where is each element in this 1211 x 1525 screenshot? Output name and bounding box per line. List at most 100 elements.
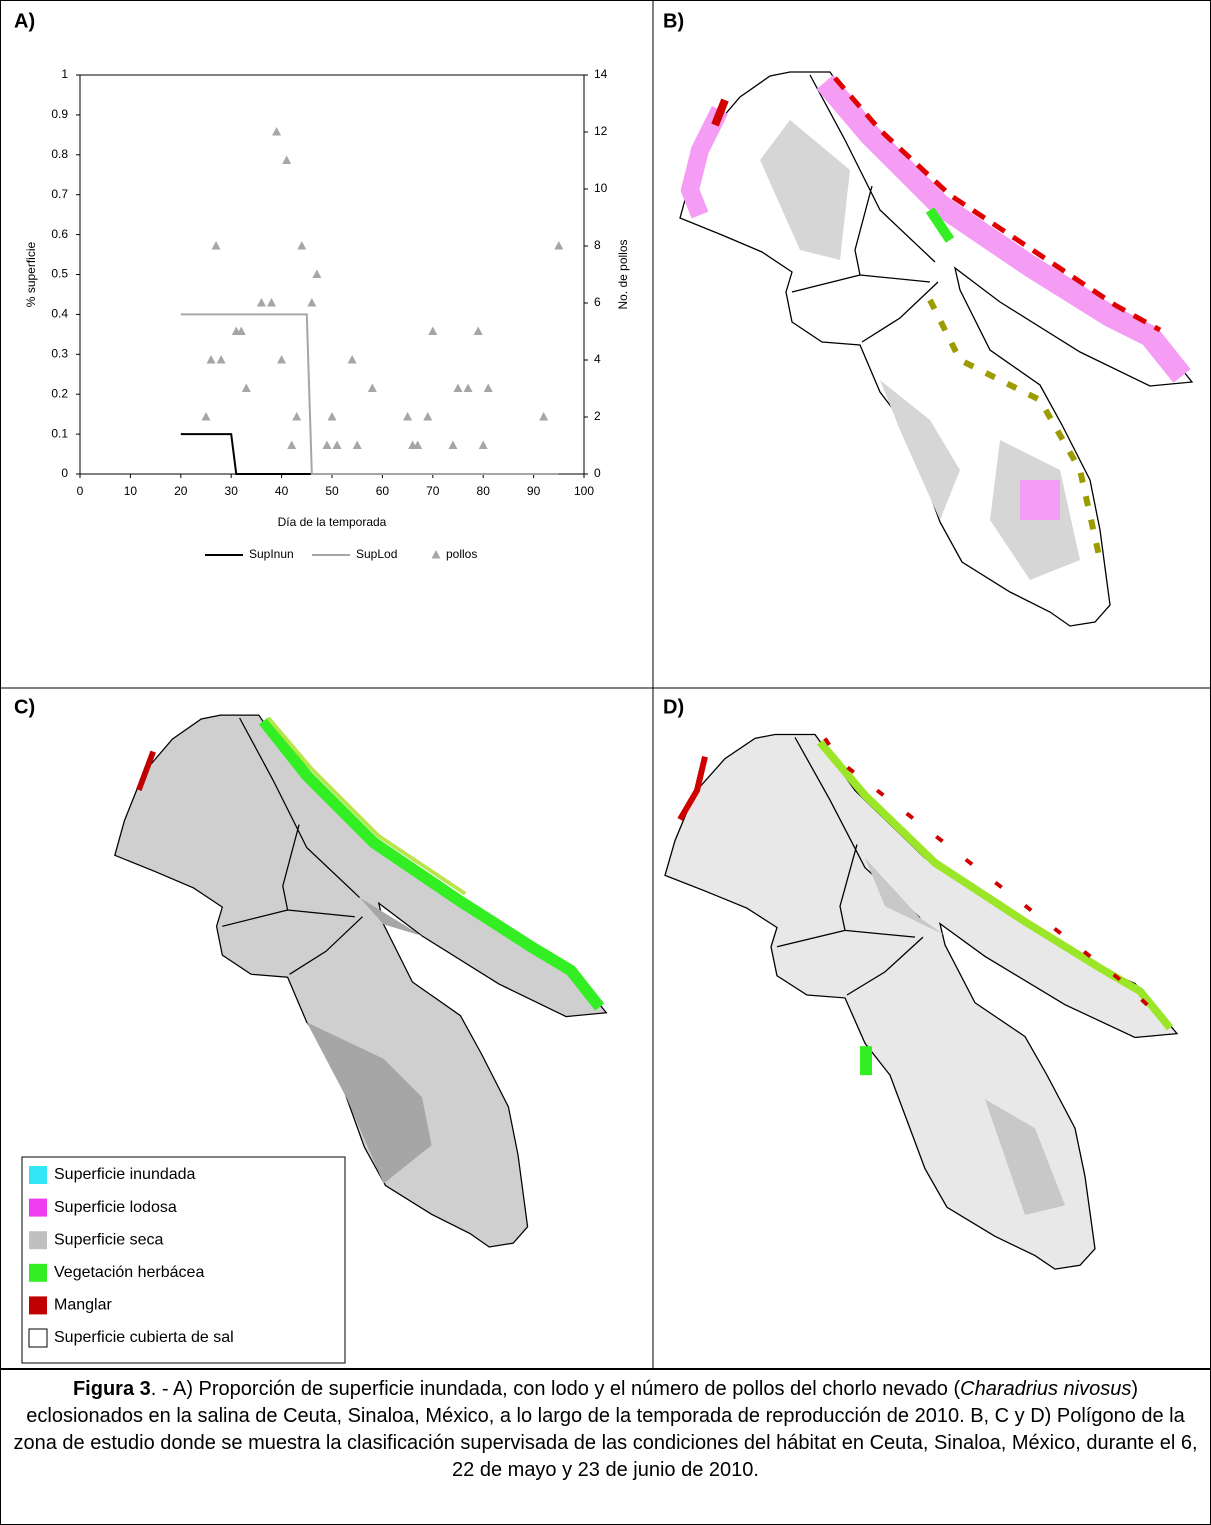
y-tick-label: 0.1 — [51, 426, 68, 440]
legend-label: Superficie seca — [54, 1231, 163, 1248]
series-line — [180, 313, 559, 475]
panel-label: D) — [663, 696, 684, 718]
caption-text: . - A) Proporción de superficie inundada… — [150, 1378, 961, 1400]
scatter-point — [236, 326, 246, 335]
y-tick-label: 0.9 — [51, 107, 68, 121]
legend-label: Manglar — [54, 1297, 112, 1314]
scatter-point — [322, 440, 332, 449]
series-line — [180, 433, 559, 475]
x-tick-label: 50 — [325, 484, 339, 498]
scatter-point — [312, 269, 322, 278]
panel-label: B) — [663, 10, 684, 32]
x-tick-label: 20 — [174, 484, 188, 498]
x-tick-label: 40 — [275, 484, 289, 498]
scatter-point — [463, 383, 473, 392]
x-tick-label: 60 — [376, 484, 390, 498]
scatter-point — [256, 298, 266, 307]
y2-tick-label: 8 — [594, 238, 601, 252]
scatter-point — [297, 241, 307, 250]
legend-label: Superficie lodosa — [54, 1199, 177, 1216]
y-tick-label: 0.8 — [51, 147, 68, 161]
scatter-point — [277, 355, 287, 364]
map-c — [114, 714, 607, 1248]
scatter-point — [423, 412, 433, 421]
panel-label: A) — [14, 10, 35, 32]
scatter-point — [201, 412, 211, 421]
x-tick-label: 10 — [124, 484, 138, 498]
scatter-point — [332, 440, 342, 449]
legend-swatch — [29, 1231, 47, 1250]
y-axis-title: % superficie — [24, 242, 38, 308]
scatter-point — [272, 127, 282, 136]
panel-label: C) — [14, 696, 35, 718]
scatter-point — [216, 355, 226, 364]
y-tick-label: 0.3 — [51, 346, 68, 360]
x-axis-title: Día de la temporada — [278, 515, 387, 529]
x-tick-label: 100 — [574, 484, 594, 498]
map-d — [664, 733, 1178, 1270]
caption-species: Charadrius nivosus — [960, 1378, 1132, 1400]
caption-text: ) eclosionados en la salina de Ceuta, Si… — [13, 1378, 1198, 1481]
caption-label: Figura 3 — [72, 1378, 151, 1400]
legend-label: Vegetación herbácea — [54, 1264, 204, 1281]
scatter-point — [539, 412, 549, 421]
scatter-point — [241, 383, 251, 392]
legend-label: Superficie cubierta de sal — [54, 1329, 234, 1346]
legend-label: SupLod — [356, 547, 397, 561]
scatter-point — [282, 155, 292, 164]
scatter-point — [428, 326, 438, 335]
y2-tick-label: 2 — [594, 409, 601, 423]
scatter-point — [267, 298, 277, 307]
scatter-point — [478, 440, 488, 449]
x-tick-label: 30 — [225, 484, 239, 498]
scatter-point — [483, 383, 493, 392]
legend-label: SupInun — [249, 547, 294, 561]
legend-swatch — [29, 1296, 47, 1315]
legend-label: Superficie inundada — [54, 1166, 196, 1183]
x-tick-label: 90 — [527, 484, 541, 498]
scatter-point — [403, 412, 413, 421]
scatter-point — [206, 355, 216, 364]
legend-marker — [431, 550, 441, 559]
legend-box — [21, 1156, 346, 1364]
scatter-point — [211, 241, 221, 250]
y2-tick-label: 12 — [594, 124, 608, 138]
scatter-point — [287, 440, 297, 449]
y-tick-label: 0.2 — [51, 386, 68, 400]
y2-tick-label: 0 — [594, 466, 601, 480]
y-tick-label: 0.6 — [51, 227, 68, 241]
x-tick-label: 0 — [77, 484, 84, 498]
y2-tick-label: 14 — [594, 67, 608, 81]
y-tick-label: 1 — [61, 67, 68, 81]
y-tick-label: 0 — [61, 466, 68, 480]
x-tick-label: 70 — [426, 484, 440, 498]
figure: A) B) C) D) 0 10 20 30 40 50 60 70 80 90 10000.10.… — [0, 0, 1211, 1369]
y2-tick-label: 10 — [594, 181, 608, 195]
scatter-point — [327, 412, 337, 421]
y2-tick-label: 4 — [594, 352, 601, 366]
y-tick-label: 0.7 — [51, 187, 68, 201]
scatter-point — [554, 241, 564, 250]
legend-label: pollos — [446, 547, 477, 561]
scatter-point — [453, 383, 463, 392]
x-tick-label: 80 — [477, 484, 491, 498]
caption: Figura 3. - A) Proporción de superficie … — [0, 1369, 1211, 1525]
legend-swatch — [28, 1328, 48, 1348]
y2-tick-label: 6 — [594, 295, 601, 309]
scatter-point — [352, 440, 362, 449]
map-b — [679, 71, 1193, 627]
scatter-point — [473, 326, 483, 335]
scatter-point — [292, 412, 302, 421]
legend-swatch — [29, 1166, 47, 1184]
legend-swatch — [29, 1263, 47, 1282]
y2-axis-title: No. de pollos — [616, 239, 630, 309]
y-tick-label: 0.5 — [51, 267, 68, 281]
chart: 0 10 20 30 40 50 60 70 80 90 10000.10.20.30.40.50.… — [24, 67, 630, 561]
legend-swatch — [29, 1198, 47, 1217]
scatter-point — [367, 383, 377, 392]
scatter-point — [448, 440, 458, 449]
scatter-point — [347, 355, 357, 364]
y-tick-label: 0.4 — [51, 307, 68, 321]
scatter-point — [307, 298, 317, 307]
